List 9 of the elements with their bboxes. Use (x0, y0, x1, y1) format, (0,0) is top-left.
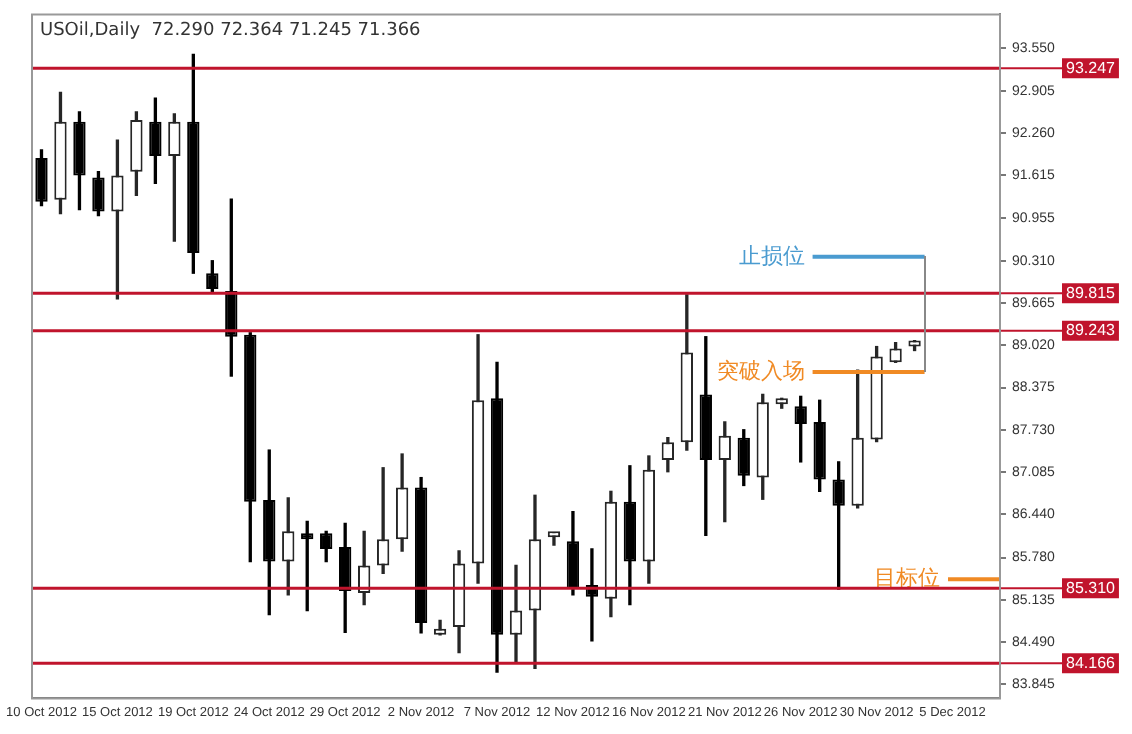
ref-line-label: 89.243 (1066, 321, 1117, 340)
ref-line-label: 85.310 (1066, 578, 1117, 597)
ref-line-label: 93.247 (1066, 58, 1117, 77)
ref-line-label: 止损位 (738, 242, 805, 269)
ref-line-label: 目标位 (874, 564, 940, 591)
ref-line-label: 突破入场 (716, 357, 805, 384)
ref-line-label: 84.166 (1066, 653, 1117, 672)
chart-title: USOil,Daily 72.290 72.364 71.245 71.366 (40, 21, 422, 42)
ref-line-label: 89.815 (1066, 283, 1117, 302)
